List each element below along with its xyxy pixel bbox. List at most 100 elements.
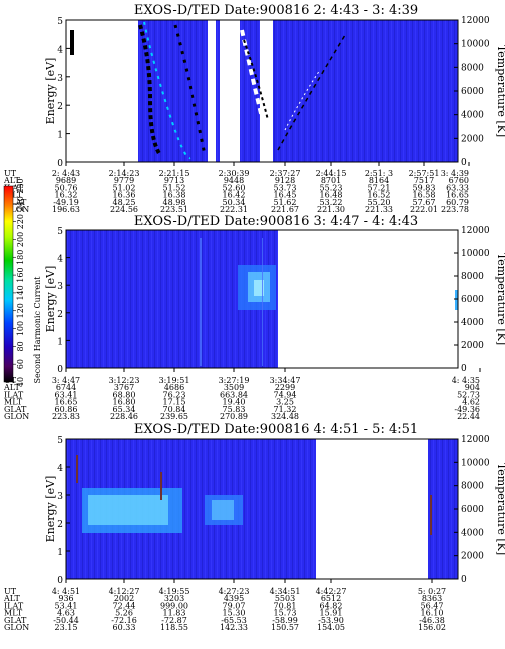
panel-1-title: EXOS-D/TED Date:900816 2: 4:43 - 3: 4:39 <box>134 3 418 18</box>
panel-1-ephemeris-value: 16.32 <box>55 191 78 200</box>
panel-2-y2tick-label: 12000 <box>461 226 490 236</box>
panel-1-ephemeris-value: 8701 <box>321 176 341 185</box>
panel-3-ephemeris-value: 4:19:55 <box>159 587 190 596</box>
panel-2-y2tick-label: 2000 <box>461 341 484 351</box>
panel-3-ephemeris-value: 4395 <box>224 594 244 603</box>
panel-3-ephemeris-value: 936 <box>58 594 73 603</box>
panel-3-ephemeris-value: 4:34:51 <box>270 587 301 596</box>
panel-1-ephemeris-value: 222.31 <box>220 205 248 214</box>
panel-2-y2tick-label: 0 <box>461 364 467 374</box>
panel-2-ephemeris-value: 324.48 <box>271 412 299 421</box>
panel-2-ephemeris-value: 17.15 <box>163 398 186 407</box>
panel-2: EXOS-D/TED Date:900816 3: 4:47 - 4: 4:43… <box>3 214 505 421</box>
panel-3-ephemeris-value: 11.83 <box>163 609 186 618</box>
panel-2-ephemeris-value: 6744 <box>56 383 76 392</box>
panel-1-ephemeris-row-label: GLAT <box>4 198 27 207</box>
panel-3-ephemeris-row-label: GLAT <box>4 616 27 625</box>
panel-3-data-block-b <box>428 439 458 579</box>
panel-2-y2tick-label: 10000 <box>461 249 490 259</box>
panel-3-ylabel: Energy [eV] <box>44 476 57 543</box>
panel-1-ephemeris-value: 223.78 <box>441 205 469 214</box>
panel-1: EXOS-D/TED Date:900816 2: 4:43 - 3: 4:39… <box>3 3 505 214</box>
panel-1-ephemeris-value: 2:57:51 <box>409 169 440 178</box>
colorbar-tick-label: 100 <box>16 321 25 336</box>
panel-3-ephemeris-row-label: ALT <box>3 594 20 603</box>
panel-2-ephemeris-value: 76.23 <box>163 390 186 399</box>
panel-1-ephemeris-value: 3: 4:39 <box>441 169 469 178</box>
panel-1-ephemeris-value: 50.34 <box>223 198 246 207</box>
panel-3-ephemeris-value: -46.38 <box>419 616 445 625</box>
panel-3-y2tick-label: 0 <box>461 575 467 585</box>
panel-2-ephemeris-value: 16.65 <box>55 398 78 407</box>
panel-2-y2label: Temperature [K] <box>495 253 505 345</box>
colorbar: Second Harmonic Current 40 60 80 100 120 140 1… <box>3 178 42 387</box>
panel-1-ephemeris-value: 52.60 <box>223 183 246 192</box>
panel-2-yticks: 0 1 2 3 4 5 <box>57 227 70 375</box>
panel-1-data-block-c <box>240 20 260 162</box>
panel-1-ytick-label: 0 <box>57 159 63 169</box>
panel-1-ephemeris-value: 6760 <box>449 176 469 185</box>
panel-1-ephemeris-value: 8164 <box>369 176 389 185</box>
panel-2-ephemeris-row-label: GLAT <box>4 405 27 414</box>
panel-1-ephemeris-value: 2:14:23 <box>109 169 140 178</box>
panel-2-ephemeris-value: 63.41 <box>55 390 78 399</box>
panel-3-ephemeris-value: -65.53 <box>221 616 247 625</box>
panel-1-ylabel: Energy [eV] <box>44 58 57 125</box>
panel-3-y2tick-label: 12000 <box>461 435 490 445</box>
panel-3-ephemeris-value: 53.41 <box>55 601 78 610</box>
panel-2-ephemeris-value: 60.86 <box>55 405 78 414</box>
panel-2-ephemeris-value: 3:27:19 <box>219 376 250 385</box>
panel-3-ephemeris-value: 118.55 <box>160 623 188 632</box>
panel-3-y2label: Temperature [K] <box>495 463 505 555</box>
panel-1-ephemeris-value: 59.83 <box>413 183 436 192</box>
panel-3-ephemeris-value: 4:27:23 <box>219 587 250 596</box>
panel-1-ephemeris-value: 2: 4:43 <box>52 169 80 178</box>
colorbar-tick-label: 80 <box>16 341 25 351</box>
panel-1-y2tick-label: 4000 <box>461 111 484 121</box>
panel-2-y2tick-label: 8000 <box>461 272 484 282</box>
panel-2-ytick-label: 0 <box>57 365 63 375</box>
panel-3-ephemeris-value: 79.07 <box>223 601 246 610</box>
panel-1-ephemeris-value: 50.76 <box>55 183 78 192</box>
panel-2-ephemeris-value: 68.80 <box>113 390 136 399</box>
panel-2-ytick-label: 1 <box>57 337 63 347</box>
panel-3-ephemeris-value: 60.33 <box>113 623 136 632</box>
panel-3-y2tick-label: 4000 <box>461 528 484 538</box>
colorbar-tick-label: 60 <box>16 359 25 369</box>
panel-3-ephemeris-value: 15.30 <box>223 609 246 618</box>
panel-1-plot <box>65 19 459 163</box>
colorbar-tick-label: 40 <box>16 377 25 387</box>
panel-1-ephemeris-row-label: ALT <box>3 176 20 185</box>
panel-1-ephemeris-value: 16.45 <box>274 191 297 200</box>
panel-1-yticks: 0 1 2 3 4 5 <box>57 17 70 169</box>
panel-3-ytick-label: 5 <box>57 436 63 446</box>
panel-2-ephemeris-value: 70.84 <box>163 405 186 414</box>
panel-2-ephemeris-value: 22.44 <box>457 412 480 421</box>
panel-1-ephemeris-value: 16.42 <box>223 191 246 200</box>
panel-2-ephemeris-value: 904 <box>465 383 480 392</box>
panel-1-ephemeris-value: 221.33 <box>365 205 393 214</box>
panel-2-ytick-label: 4 <box>57 255 63 265</box>
panel-2-y2ticks: 0 2000 4000 6000 8000 10000 12000 <box>454 226 490 374</box>
panel-3-ytick-label: 4 <box>57 464 63 474</box>
panel-2-ephemeris-value: 75.83 <box>223 405 246 414</box>
panel-1-y2tick-label: 0 <box>461 158 467 168</box>
panel-2-edge-data <box>455 290 458 310</box>
panel-3-ephemeris-value: -72.87 <box>161 616 187 625</box>
panel-3-ephemeris-value: 15.73 <box>274 609 297 618</box>
panel-3-ephemeris-value: 15.91 <box>320 609 343 618</box>
colorbar-tick-label: 200 <box>16 232 25 247</box>
panel-1-ephemeris-value: 9448 <box>224 176 244 185</box>
panel-2-ephemeris-value: 52.73 <box>457 390 480 399</box>
panel-1-ephemeris-value: 48.25 <box>113 198 136 207</box>
panel-1-ephemeris-value: 221.67 <box>271 205 299 214</box>
panel-1-ephemeris-value: 55.23 <box>320 183 343 192</box>
panel-1-ephemeris-value: 2:21:15 <box>159 169 190 178</box>
panel-2-ephemeris-value: 270.89 <box>220 412 248 421</box>
panel-1-ephemeris-value: 2:30:39 <box>219 169 250 178</box>
panel-3-ephemeris-value: -53.90 <box>318 616 344 625</box>
panel-3-ephemeris-value: 72.44 <box>113 601 136 610</box>
panel-1-ephemeris-value: 16.52 <box>368 191 391 200</box>
panel-1-ephemeris-row-label: UT <box>4 169 17 178</box>
